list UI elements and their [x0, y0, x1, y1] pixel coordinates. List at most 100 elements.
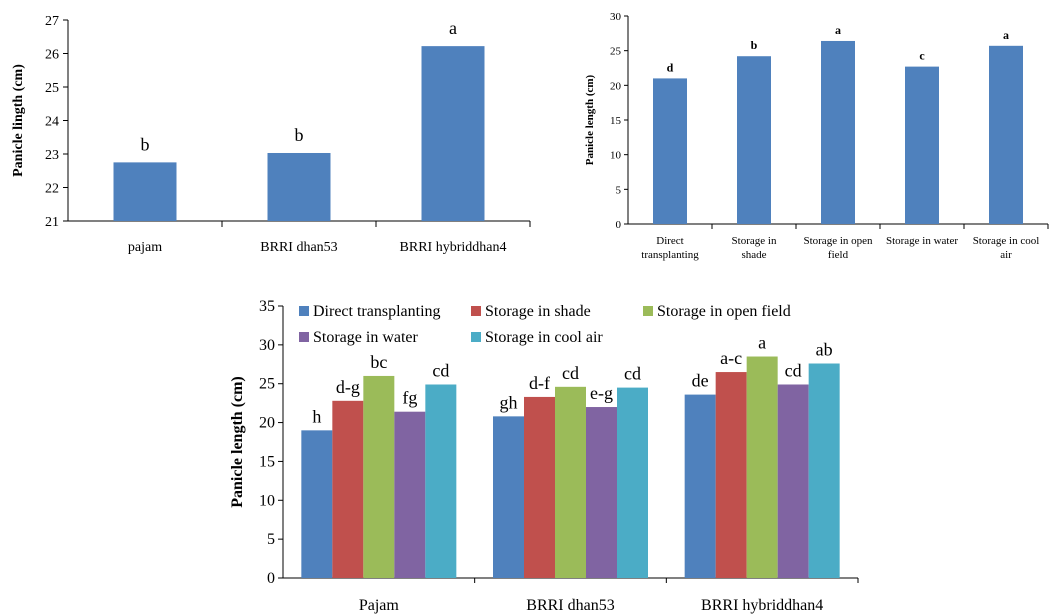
x-tick-label: pajam: [128, 240, 162, 255]
y-axis-title: Panicle length (cm): [584, 74, 596, 165]
x-tick-label: BRRI dhan53: [526, 597, 614, 614]
significance-letter: a: [758, 333, 766, 353]
significance-letter: bc: [370, 352, 387, 372]
y-tick-label: 10: [610, 150, 622, 162]
y-tick-label: 24: [45, 115, 59, 130]
significance-letter: gh: [500, 392, 518, 412]
significance-letter: h: [312, 406, 321, 426]
bar: [821, 41, 855, 224]
legend-swatch: [471, 306, 481, 316]
legend-label: Storage in shade: [485, 303, 591, 320]
bar: [747, 357, 778, 578]
bar: [268, 153, 331, 221]
x-tick-label: field: [828, 249, 849, 261]
significance-letter: cd: [624, 364, 641, 384]
bar: [524, 397, 555, 578]
x-tick-label: BRRI hybriddhan4: [701, 597, 823, 614]
bar: [905, 67, 939, 224]
significance-letter: a-c: [720, 348, 742, 368]
y-tick-label: 20: [259, 415, 275, 432]
significance-letter: b: [751, 38, 758, 52]
y-tick-label: 0: [616, 219, 622, 231]
significance-letter: e-g: [590, 383, 613, 403]
y-tick-label: 30: [610, 11, 622, 23]
legend-label: Storage in cool air: [485, 329, 603, 346]
y-tick-label: 20: [610, 80, 622, 92]
x-tick-label: air: [1000, 249, 1012, 261]
x-tick-label: Pajam: [359, 597, 400, 614]
significance-letter: d-g: [336, 377, 360, 397]
x-tick-label: Storage in open: [803, 235, 873, 247]
legend-label: Storage in water: [313, 329, 419, 346]
x-tick-label: Storage in cool: [973, 235, 1040, 247]
bar: [716, 372, 747, 578]
significance-letter: cd: [432, 360, 449, 380]
bar: [114, 162, 177, 221]
y-tick-label: 5: [616, 184, 622, 196]
significance-letter: b: [295, 125, 304, 145]
significance-letter: cd: [562, 363, 579, 383]
y-tick-label: 23: [45, 148, 59, 163]
y-tick-label: 30: [259, 337, 275, 354]
y-tick-label: 27: [45, 14, 59, 29]
y-axis-title: Panicle length (cm): [229, 376, 246, 508]
bar: [737, 56, 771, 224]
y-tick-label: 25: [610, 46, 622, 58]
significance-letter: d: [667, 60, 674, 74]
bar: [586, 407, 617, 578]
bar: [332, 401, 363, 578]
y-tick-label: 22: [45, 182, 59, 197]
x-tick-label: BRRI hybriddhan4: [400, 240, 507, 255]
bar: [617, 388, 648, 578]
chart-panicle-length-variety-by-storage: 05101520253035hd-gbcfgcdPajamghd-fcde-gc…: [229, 298, 858, 614]
x-tick-label: transplanting: [641, 249, 699, 261]
legend-swatch: [471, 332, 481, 342]
y-axis-title: Panicle lingth (cm): [11, 64, 26, 177]
bar: [653, 78, 687, 224]
legend-label: Storage in open field: [657, 303, 791, 320]
x-tick-label: shade: [741, 249, 766, 261]
bar: [685, 395, 716, 578]
legend-swatch: [299, 306, 309, 316]
legend-swatch: [299, 332, 309, 342]
bar: [989, 46, 1023, 224]
y-tick-label: 15: [259, 453, 275, 470]
legend-swatch: [643, 306, 653, 316]
bar: [363, 376, 394, 578]
chart-panicle-length-by-seedling-storage: 0 5 10 15 20 25 30 d Direct transplanting b Storage…: [584, 11, 1048, 261]
y-tick-label: 15: [610, 115, 622, 127]
bar: [778, 384, 809, 578]
significance-letter: a: [449, 18, 457, 38]
significance-letter: cd: [785, 360, 802, 380]
bar: [425, 384, 456, 578]
significance-letter: a: [835, 23, 841, 37]
bar: [493, 416, 524, 578]
significance-letter: a: [1003, 28, 1009, 42]
y-tick-label: 35: [259, 298, 275, 315]
y-tick-label: 0: [267, 570, 275, 587]
y-tick-label: 5: [267, 531, 275, 548]
y-tick-label: 25: [45, 81, 59, 96]
legend-label: Direct transplanting: [313, 303, 441, 320]
y-tick-label: 21: [45, 215, 59, 230]
x-tick-label: Storage in: [732, 235, 777, 247]
bar: [555, 387, 586, 578]
significance-letter: c: [919, 49, 925, 63]
x-tick-label: Direct: [656, 235, 683, 247]
x-tick-label: BRRI dhan53: [260, 240, 337, 255]
significance-letter: ab: [816, 340, 833, 360]
significance-letter: d-f: [529, 373, 550, 393]
y-tick-label: 26: [45, 48, 59, 63]
significance-letter: de: [692, 371, 709, 391]
x-tick-label: Storage in water: [886, 235, 958, 247]
y-tick-label: 10: [259, 492, 275, 509]
bar: [809, 364, 840, 578]
significance-letter: fg: [402, 388, 417, 408]
bar: [422, 46, 485, 221]
y-tick-label: 25: [259, 376, 275, 393]
chart-panicle-length-by-variety: 21 22 23 24 25 26 27 b pajam b BRRI dhan53 a BRRI hy…: [11, 14, 530, 255]
bar: [301, 430, 332, 578]
significance-letter: b: [141, 134, 150, 154]
bar: [394, 412, 425, 578]
